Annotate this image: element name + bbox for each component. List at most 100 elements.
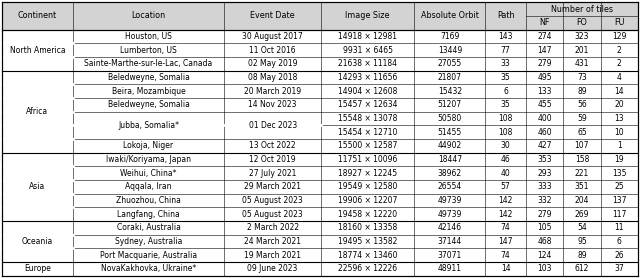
Text: 74: 74 [500, 224, 511, 232]
Text: 6: 6 [617, 237, 622, 246]
Text: 353: 353 [537, 155, 552, 164]
Text: 2: 2 [617, 59, 621, 68]
Bar [526, 2, 638, 29]
Text: 20: 20 [614, 100, 624, 109]
Text: 147: 147 [499, 237, 513, 246]
Text: 105: 105 [537, 224, 552, 232]
Text: 455: 455 [537, 100, 552, 109]
Text: 14918 × 12981: 14918 × 12981 [338, 32, 397, 41]
Text: 323: 323 [575, 32, 589, 41]
Text: Langfang, China: Langfang, China [117, 210, 180, 219]
Text: 21807: 21807 [438, 73, 462, 82]
Text: 50580: 50580 [438, 114, 462, 123]
Text: 13: 13 [614, 114, 624, 123]
Text: North America: North America [10, 46, 65, 54]
Text: Lokoja, Niger: Lokoja, Niger [124, 141, 173, 150]
Text: Coraki, Australia: Coraki, Australia [116, 224, 180, 232]
Text: NovaKakhovka, Ukraine*: NovaKakhovka, Ukraine* [101, 264, 196, 274]
Text: Zhuozhou, China: Zhuozhou, China [116, 196, 181, 205]
Text: 19495 × 13582: 19495 × 13582 [338, 237, 397, 246]
Text: 30 August 2017: 30 August 2017 [243, 32, 303, 41]
Text: 01 Dec 2023: 01 Dec 2023 [248, 121, 297, 130]
Text: Beira, Mozambique: Beira, Mozambique [111, 87, 186, 96]
Text: 15454 × 12710: 15454 × 12710 [338, 128, 397, 137]
Text: 14293 × 11656: 14293 × 11656 [338, 73, 397, 82]
Text: 147: 147 [537, 46, 552, 54]
Text: 133: 133 [537, 87, 552, 96]
Text: 201: 201 [575, 46, 589, 54]
Text: 427: 427 [537, 141, 552, 150]
Text: 05 August 2023: 05 August 2023 [243, 196, 303, 205]
Text: Sainte-Marthe-sur-le-Lac, Canada: Sainte-Marthe-sur-le-Lac, Canada [84, 59, 212, 68]
Text: NF: NF [540, 18, 550, 27]
Text: 05 August 2023: 05 August 2023 [243, 210, 303, 219]
Text: 38962: 38962 [438, 169, 462, 178]
Text: 37071: 37071 [438, 251, 462, 260]
Text: Africa: Africa [26, 107, 49, 116]
Text: 37144: 37144 [438, 237, 462, 246]
Text: 2: 2 [617, 46, 621, 54]
Text: 22596 × 12226: 22596 × 12226 [338, 264, 397, 274]
Text: Sydney, Australia: Sydney, Australia [115, 237, 182, 246]
Text: Beledweyne, Somalia: Beledweyne, Somalia [108, 100, 189, 109]
Text: 24 March 2021: 24 March 2021 [244, 237, 301, 246]
Text: 274: 274 [537, 32, 552, 41]
Text: Jubba, Somalia*: Jubba, Somalia* [118, 121, 179, 130]
Text: 40: 40 [500, 169, 511, 178]
Text: 33: 33 [500, 59, 511, 68]
Text: 12 Oct 2019: 12 Oct 2019 [250, 155, 296, 164]
Text: 08 May 2018: 08 May 2018 [248, 73, 298, 82]
Bar [2, 29, 638, 276]
Text: 11751 × 10096: 11751 × 10096 [338, 155, 397, 164]
Text: 15432: 15432 [438, 87, 462, 96]
Text: 221: 221 [575, 169, 589, 178]
Text: Path: Path [497, 11, 515, 20]
Text: 108: 108 [499, 114, 513, 123]
Text: 51207: 51207 [438, 100, 462, 109]
Text: 74: 74 [500, 251, 511, 260]
Text: FO: FO [577, 18, 588, 27]
Text: 15500 × 12587: 15500 × 12587 [338, 141, 397, 150]
Text: 204: 204 [575, 196, 589, 205]
Text: 13 Oct 2022: 13 Oct 2022 [250, 141, 296, 150]
Text: 279: 279 [537, 210, 552, 219]
Text: 15457 × 12634: 15457 × 12634 [338, 100, 397, 109]
Text: 54: 54 [577, 224, 587, 232]
Text: 7169: 7169 [440, 32, 460, 41]
Text: 495: 495 [537, 73, 552, 82]
Text: 19906 × 12207: 19906 × 12207 [338, 196, 397, 205]
Text: 57: 57 [500, 182, 511, 191]
Text: 269: 269 [575, 210, 589, 219]
Text: 612: 612 [575, 264, 589, 274]
Text: 65: 65 [577, 128, 587, 137]
Text: 35: 35 [500, 73, 511, 82]
Text: 27 July 2021: 27 July 2021 [249, 169, 296, 178]
Text: 18927 × 12245: 18927 × 12245 [338, 169, 397, 178]
Text: 18447: 18447 [438, 155, 462, 164]
Text: 37: 37 [614, 264, 624, 274]
Text: 10: 10 [614, 128, 624, 137]
Text: 4: 4 [617, 73, 622, 82]
Text: 107: 107 [575, 141, 589, 150]
Text: 124: 124 [538, 251, 552, 260]
Text: Lumberton, US: Lumberton, US [120, 46, 177, 54]
Text: 56: 56 [577, 100, 587, 109]
Text: 1: 1 [617, 141, 621, 150]
Text: Beledweyne, Somalia: Beledweyne, Somalia [108, 73, 189, 82]
Text: 333: 333 [537, 182, 552, 191]
Text: 460: 460 [537, 128, 552, 137]
Text: 431: 431 [575, 59, 589, 68]
Text: 142: 142 [499, 196, 513, 205]
Text: Port Macquarie, Australia: Port Macquarie, Australia [100, 251, 197, 260]
Text: Oceania: Oceania [22, 237, 53, 246]
Text: 27055: 27055 [438, 59, 462, 68]
Text: Absolute Orbit: Absolute Orbit [421, 11, 479, 20]
Text: 14 Nov 2023: 14 Nov 2023 [248, 100, 297, 109]
Text: 103: 103 [537, 264, 552, 274]
Text: 468: 468 [537, 237, 552, 246]
Text: 26: 26 [614, 251, 624, 260]
Text: 14904 × 12608: 14904 × 12608 [338, 87, 397, 96]
Text: 142: 142 [499, 210, 513, 219]
Text: 21638 × 11184: 21638 × 11184 [338, 59, 397, 68]
Text: 137: 137 [612, 196, 627, 205]
